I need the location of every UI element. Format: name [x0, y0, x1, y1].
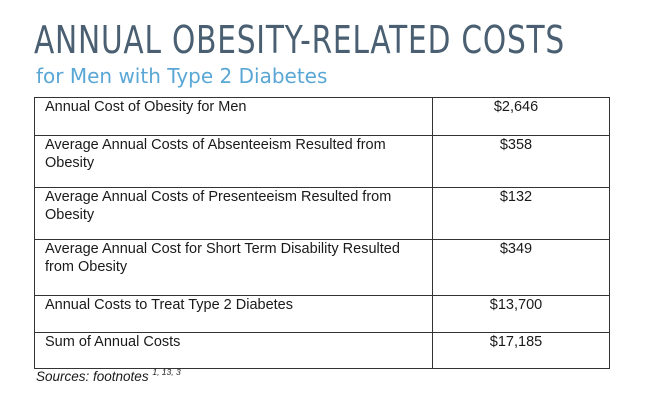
chart-title: ANNUAL OBESITY-RELATED COSTS: [34, 18, 566, 62]
total-value: $17,185: [432, 332, 610, 369]
row-value: $358: [432, 135, 610, 188]
total-label: Sum of Annual Costs: [34, 332, 433, 369]
row-value: $2,646: [432, 97, 610, 136]
total-row: Sum of Annual Costs $17,185: [34, 332, 610, 369]
row-label: Average Annual Costs of Absenteeism Resu…: [34, 135, 433, 188]
row-label: Average Annual Cost for Short Term Disab…: [34, 239, 433, 296]
row-label: Average Annual Costs of Presenteeism Res…: [34, 187, 433, 240]
sources-footnote-refs: 1, 13, 3: [152, 367, 181, 377]
chart-subtitle: for Men with Type 2 Diabetes: [36, 64, 328, 88]
table-row: Annual Costs to Treat Type 2 Diabetes $1…: [34, 295, 610, 333]
row-value: $349: [432, 239, 610, 296]
table-row: Average Annual Costs of Presenteeism Res…: [34, 187, 610, 240]
cost-table: Annual Cost of Obesity for Men $2,646 Av…: [34, 97, 610, 369]
row-label: Annual Costs to Treat Type 2 Diabetes: [34, 295, 433, 333]
table-row: Average Annual Costs of Absenteeism Resu…: [34, 135, 610, 188]
row-value: $132: [432, 187, 610, 240]
table-row: Annual Cost of Obesity for Men $2,646: [34, 97, 610, 136]
row-label: Annual Cost of Obesity for Men: [34, 97, 433, 136]
row-value: $13,700: [432, 295, 610, 333]
sources-note: Sources: footnotes 1, 13, 3: [36, 367, 181, 384]
table-row: Average Annual Cost for Short Term Disab…: [34, 239, 610, 296]
sources-label: Sources: footnotes: [36, 369, 149, 384]
